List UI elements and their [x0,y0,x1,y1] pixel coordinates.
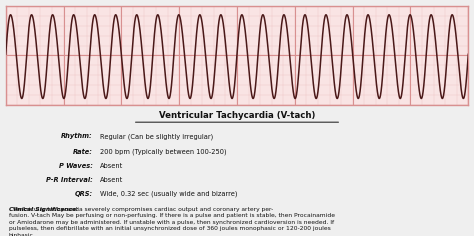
Text: Clinical Significance:: Clinical Significance: [9,207,78,212]
Text: Rhythm:: Rhythm: [61,133,92,139]
Text: P Waves:: P Waves: [59,163,92,169]
Text: QRS:: QRS: [74,191,92,197]
Text: P-R Interval:: P-R Interval: [46,177,92,183]
Text: Absent: Absent [100,163,123,169]
Text: Regular (Can be slightly irregular): Regular (Can be slightly irregular) [100,133,213,140]
Text: Ventricular tachycardia severely compromises cardiac output and coronary artery : Ventricular tachycardia severely comprom… [9,207,335,236]
Text: Rate:: Rate: [73,148,92,155]
Text: 200 bpm (Typically between 100-250): 200 bpm (Typically between 100-250) [100,148,226,155]
Text: Absent: Absent [100,177,123,183]
Text: Wide, 0.32 sec (usually wide and bizarre): Wide, 0.32 sec (usually wide and bizarre… [100,191,237,198]
Text: Ventricular Tachycardia (V-tach): Ventricular Tachycardia (V-tach) [159,111,315,120]
